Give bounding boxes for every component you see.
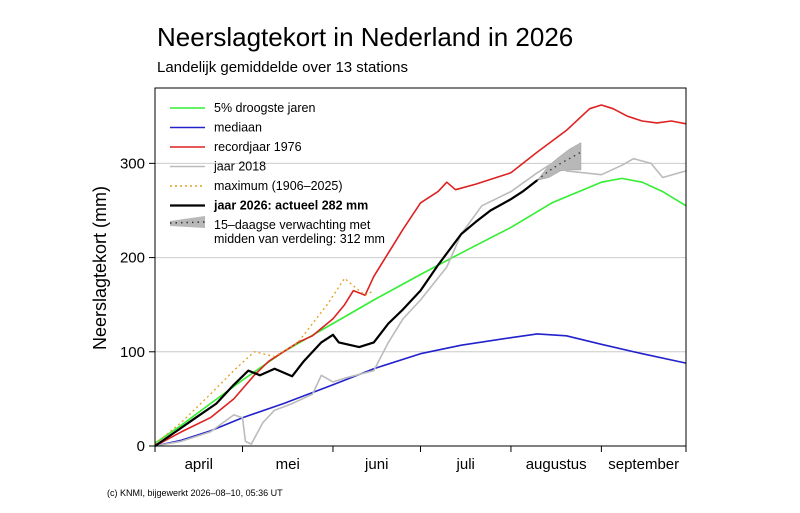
legend-label: jaar 2026: actueel 282 mm xyxy=(213,199,368,213)
legend-label: recordjaar 1976 xyxy=(214,140,302,154)
axis-ticks: 0 100 200 300 april mei juni juli augustus septem… xyxy=(120,155,687,473)
legend-label: 15–daagse verwachting met xyxy=(214,218,371,232)
x-month-label: april xyxy=(185,456,213,473)
legend: 5% droogste jaren mediaan recordjaar 1976 j… xyxy=(169,101,385,246)
x-month-label: juni xyxy=(364,456,388,473)
series-line-y2018 xyxy=(154,157,687,447)
legend-item-maximum: maximum (1906–2025) xyxy=(170,179,343,193)
legend-label: 5% droogste jaren xyxy=(214,101,316,115)
legend-item-median: mediaan xyxy=(170,121,262,135)
legend-label: jaar 2018 xyxy=(213,160,266,174)
y-tick-label: 100 xyxy=(120,344,145,361)
series-line-median xyxy=(154,333,687,447)
chart-subtitle: Landelijk gemiddelde over 13 stations xyxy=(157,59,408,76)
y-tick-label: 200 xyxy=(120,250,145,267)
x-month-label: mei xyxy=(276,456,300,473)
y-tick-label: 0 xyxy=(137,438,145,455)
series-line-maximum xyxy=(154,277,375,445)
legend-label: mediaan xyxy=(214,121,262,135)
forecast-band-layer xyxy=(536,142,582,181)
y-tick-label: 300 xyxy=(120,155,145,172)
legend-label: midden van verdeling: 312 mm xyxy=(214,232,385,246)
x-month-label: juli xyxy=(456,456,475,473)
series-line-record1976 xyxy=(154,104,687,447)
chart-title: Neerslagtekort in Nederland in 2026 xyxy=(157,22,573,52)
legend-item-p95: 5% droogste jaren xyxy=(170,101,316,115)
forecast-band xyxy=(536,142,582,181)
legend-item-y2018: jaar 2018 xyxy=(170,160,266,174)
legend-item-y2026: jaar 2026: actueel 282 mm xyxy=(170,199,368,213)
x-month-label: augustus xyxy=(526,456,587,473)
legend-label: maximum (1906–2025) xyxy=(214,179,343,193)
grid-lines xyxy=(155,162,686,353)
series-layer xyxy=(154,104,687,447)
legend-item-record1976: recordjaar 1976 xyxy=(170,140,302,154)
series-line-forecast xyxy=(536,151,582,181)
x-month-label: september xyxy=(608,456,679,473)
legend-swatch xyxy=(169,221,206,224)
series-line-y2026 xyxy=(154,179,538,447)
y-axis-label: Neerslagtekort (mm) xyxy=(90,186,110,350)
footer-credit: (c) KNMI, bijgewerkt 2026–08–10, 05:36 U… xyxy=(107,488,283,498)
